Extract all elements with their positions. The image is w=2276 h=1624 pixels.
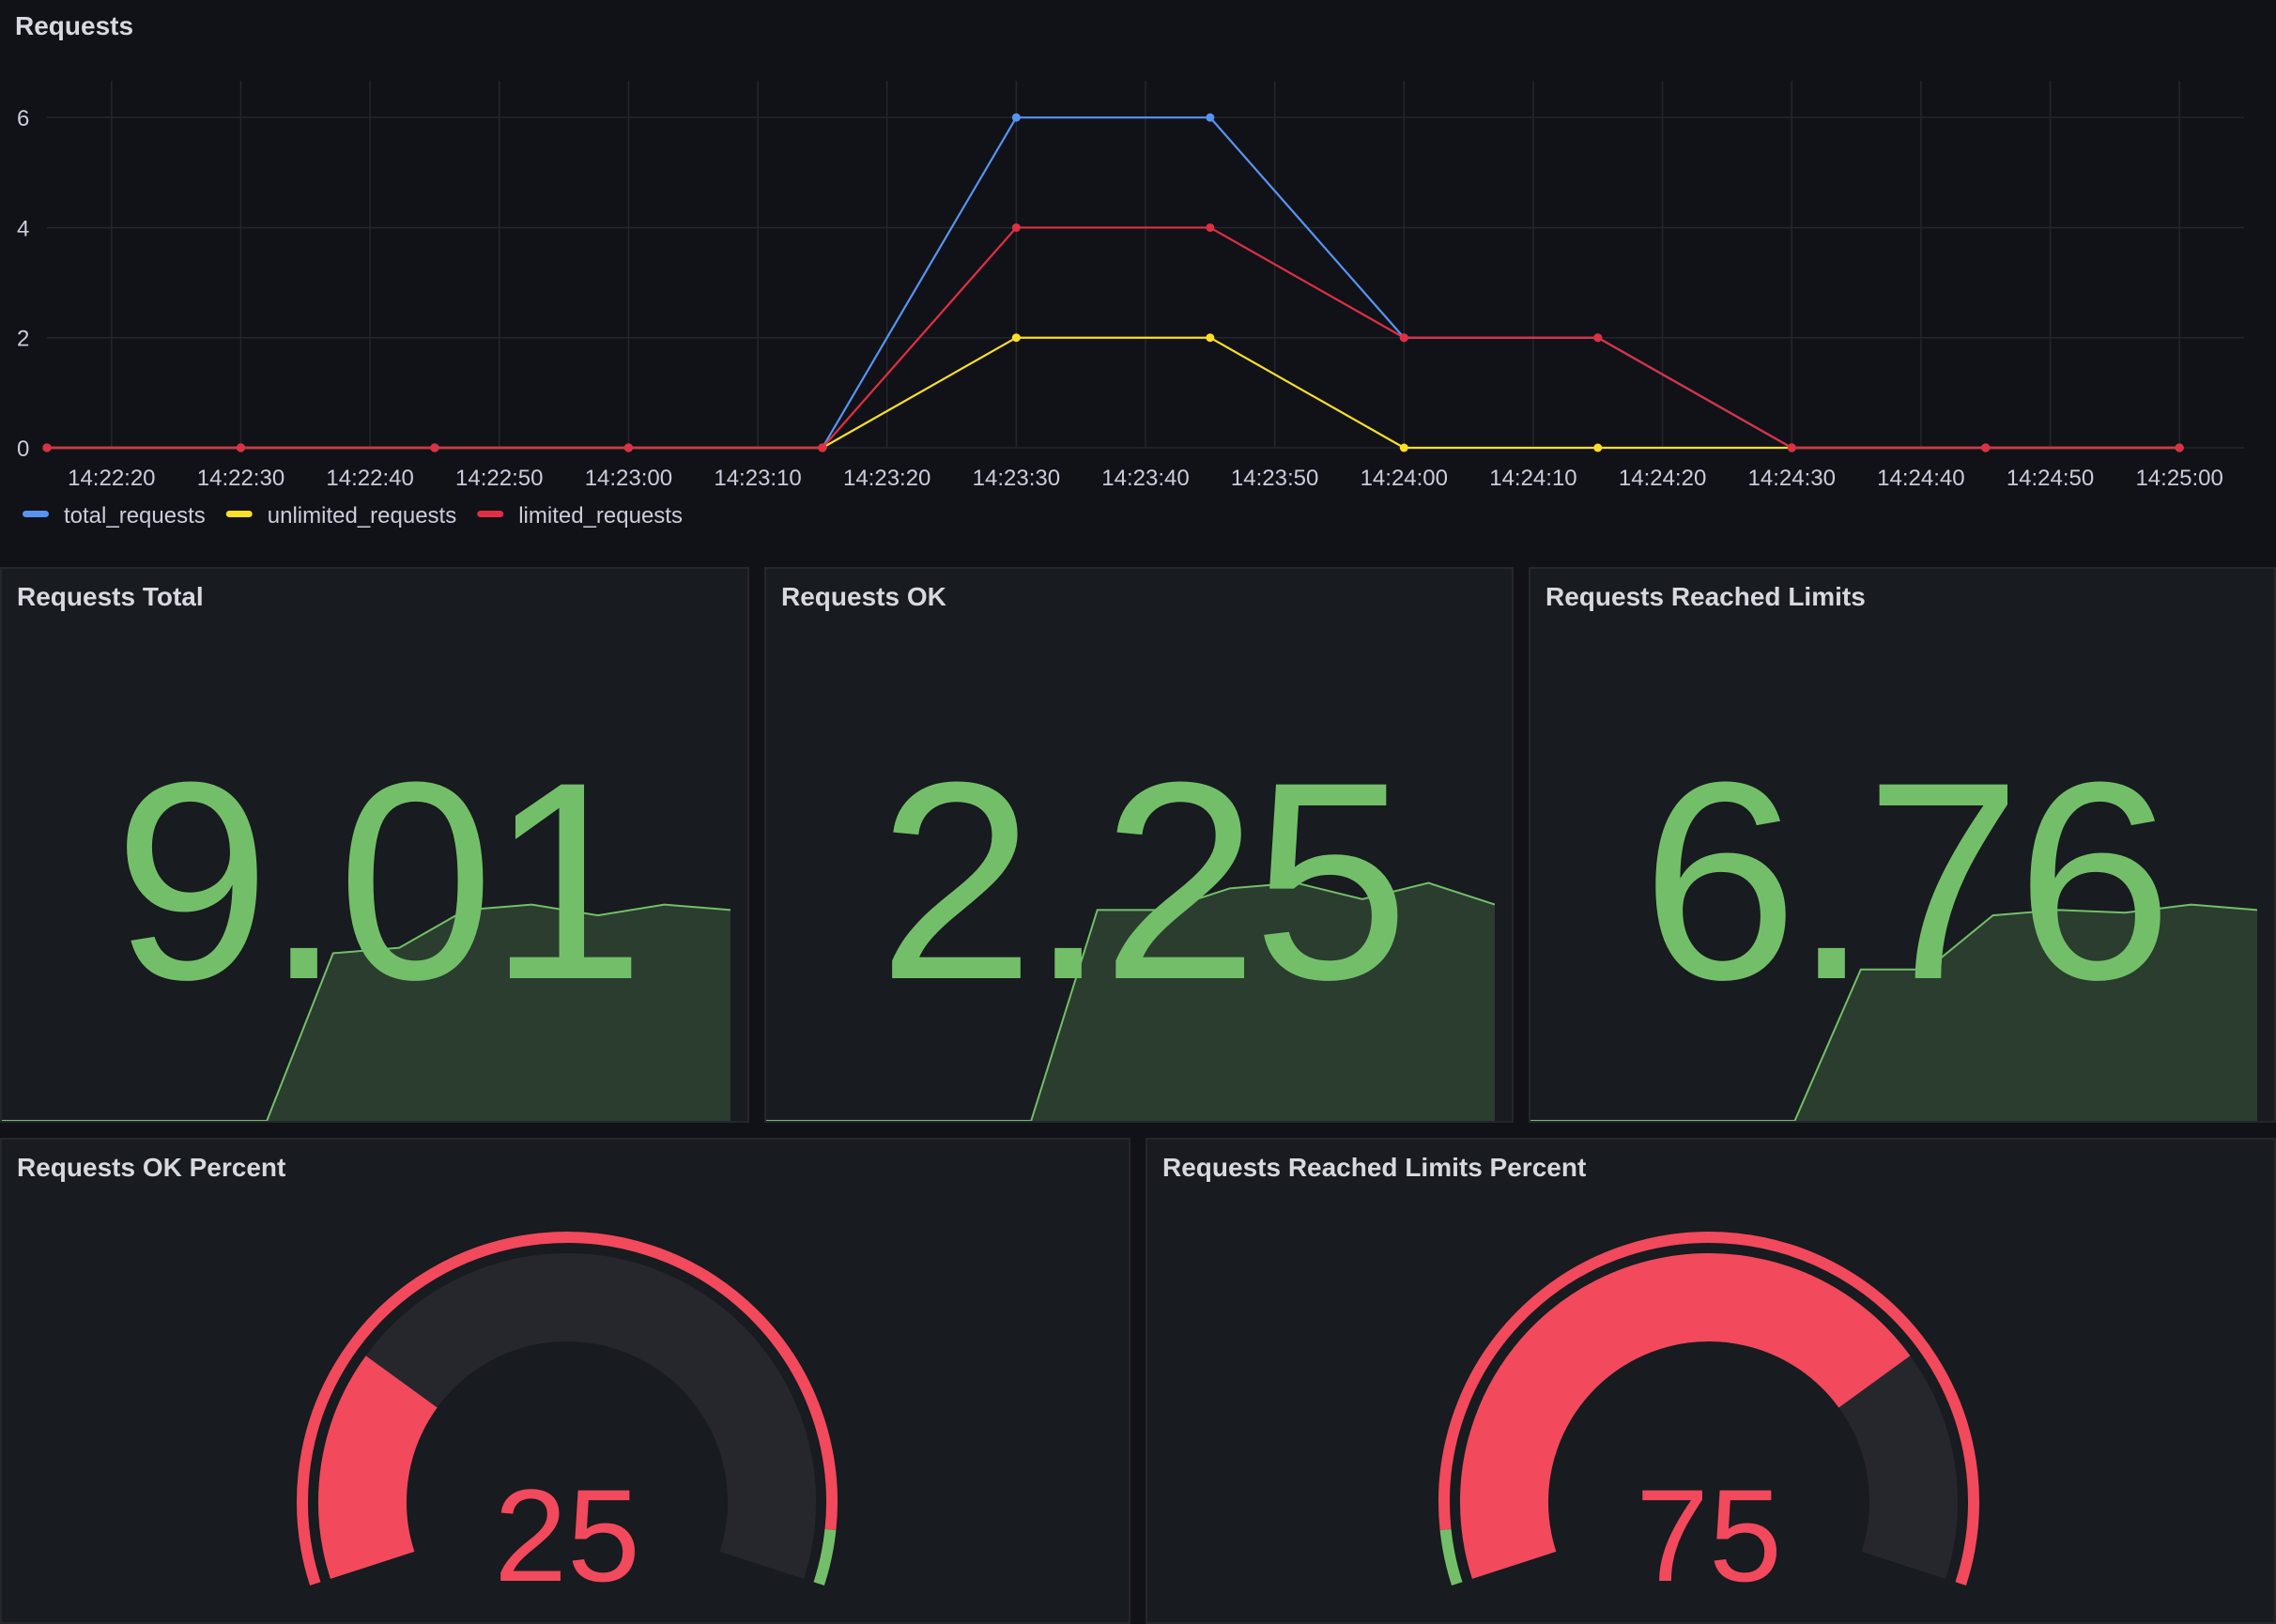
x-tick-label: 14:22:40 [326,466,413,491]
point-limited_requests [2175,443,2184,452]
gauge-panel-requests-reached-limits-percent: Requests Reached Limits Percent 75 [1146,1138,2276,1624]
requests-panel: Requests 0 2 4 6 14:22:20 14:22:30 14:22:40 14:… [0,0,2276,561]
x-tick-label: 14:24:00 [1361,466,1448,491]
x-tick-label: 14:22:50 [455,466,543,491]
point-limited_requests [430,443,439,452]
stat-value: 6.76 [1641,723,2167,1038]
point-limited_requests [1981,443,1991,452]
stat-visual: 2.25 [766,723,1496,1121]
stat-value: 2.25 [878,723,1404,1038]
x-tick-label: 14:23:10 [714,466,801,491]
gauge-panel-title: Requests Reached Limits Percent [1162,1153,1587,1182]
point-limited_requests [1593,333,1603,343]
gauge-value-arc [318,1356,438,1579]
gauge-threshold-red [297,1232,838,1586]
x-tick-label: 14:24:50 [2007,466,2094,491]
x-tick-label: 14:22:30 [197,466,284,491]
x-tick-label: 14:22:20 [68,466,155,491]
point-limited_requests [1787,443,1796,452]
gauge-value: 75 [1636,1462,1782,1609]
point-unlimited_requests [1593,443,1603,452]
y-tick-label: 0 [17,437,29,462]
sparkline [2,903,731,1121]
point-limited_requests [818,443,827,452]
stat-value: 9.01 [114,723,639,1038]
requests-chart: 0 2 4 6 14:22:20 14:22:30 14:22:40 14:22:50 14:2… [17,81,2244,529]
x-tick-label: 14:24:20 [1619,466,1706,491]
y-tick-label: 4 [17,216,29,241]
gauge-panel-title: Requests OK Percent [17,1153,286,1182]
stat-visual: 6.76 [1530,723,2258,1121]
x-tick-label: 14:24:40 [1877,466,1964,491]
stat-panel-title: Requests Reached Limits [1546,582,1866,611]
gauge-visual: 75 [1438,1232,1979,1609]
gauge-threshold-red [1438,1232,1979,1586]
point-total_requests [1206,113,1215,122]
point-limited_requests [1011,222,1021,232]
sparkline [1530,903,2258,1121]
sparkline-area [2,904,730,1121]
gauge-panel-requests-ok-percent: Requests OK Percent 25 [0,1138,1130,1624]
x-tick-label: 14:23:20 [843,466,930,491]
stat-panel-title: Requests Total [17,582,204,611]
legend-swatch-limited_requests [477,511,504,517]
point-unlimited_requests [1206,333,1215,343]
legend-label-unlimited_requests: unlimited_requests [268,503,456,529]
point-limited_requests [236,443,245,452]
point-limited_requests [42,443,52,452]
x-tick-label: 14:23:30 [973,466,1060,491]
x-tick-label: 14:23:40 [1101,466,1189,491]
y-tick-label: 2 [17,327,29,352]
x-tick-label: 14:25:00 [2135,466,2222,491]
gauge-threshold-green [813,1528,837,1586]
requests-panel-title: Requests [15,11,134,40]
stat-panel-requests-total: Requests Total 9.01 [0,567,749,1123]
series-line-total_requests [47,116,2180,450]
point-total_requests [1011,113,1021,122]
series-line-limited_requests [47,226,2180,450]
point-unlimited_requests [1011,333,1021,343]
point-limited_requests [1399,333,1408,343]
point-unlimited_requests [1399,443,1408,452]
point-limited_requests [1206,222,1215,232]
x-tick-label: 14:24:10 [1489,466,1576,491]
point-limited_requests [623,443,633,452]
y-tick-label: 6 [17,106,29,131]
stat-visual: 9.01 [2,723,731,1121]
legend-label-limited_requests: limited_requests [518,503,683,529]
legend-label-total_requests: total_requests [64,503,206,529]
sparkline-area [766,882,1495,1121]
x-tick-label: 14:23:00 [585,466,672,491]
x-tick-label: 14:24:30 [1748,466,1836,491]
gauge-value-arc [1460,1253,1911,1579]
legend-swatch-unlimited_requests [225,511,253,517]
sparkline-area [1530,904,2257,1121]
stat-panel-requests-ok: Requests OK 2.25 [764,567,1514,1123]
sparkline [766,881,1496,1121]
stat-panel-requests-reached-limits: Requests Reached Limits 6.76 [1529,567,2276,1123]
legend-swatch-total_requests [23,511,49,517]
gauge-value: 25 [494,1462,640,1609]
series-line-unlimited_requests [47,336,2180,450]
x-tick-label: 14:23:50 [1231,466,1318,491]
gauge-threshold-green [1439,1528,1463,1586]
stat-panel-title: Requests OK [781,582,946,611]
gauge-visual: 25 [297,1232,838,1609]
